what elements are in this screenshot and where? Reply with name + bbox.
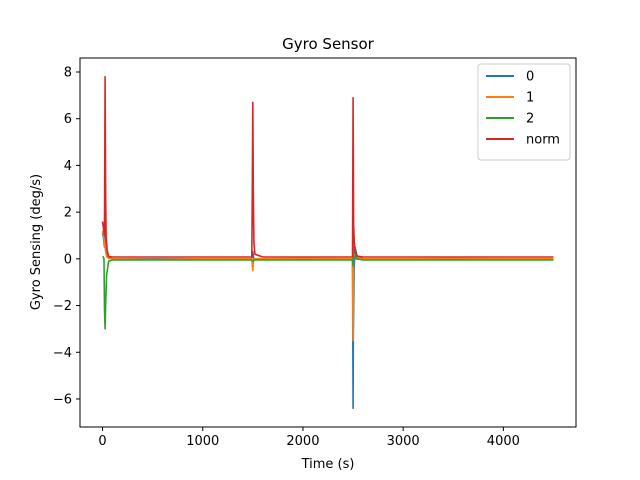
y-tick-label: 0 [64, 252, 72, 267]
legend: 0 1 2 norm [477, 63, 571, 161]
legend-label: 2 [526, 112, 534, 127]
series-line-norm [101, 75, 554, 258]
y-axis-label: Gyro Sensing (deg/s) [29, 174, 44, 310]
legend-label: 0 [526, 70, 534, 85]
x-tick-label: 1000 [186, 434, 219, 449]
y-tick-label: 8 [64, 66, 72, 81]
x-axis-label: Time (s) [301, 457, 355, 472]
plot-frame [79, 57, 577, 428]
chart-title: Gyro Sensor [282, 35, 375, 53]
series-line-2 [102, 227, 554, 330]
y-tick-label: 2 [64, 206, 72, 221]
plot-area [79, 57, 577, 428]
y-tick-label: −2 [53, 299, 72, 314]
y-tick-label: 6 [64, 112, 72, 127]
y-tick-label: −6 [53, 392, 72, 407]
series-line-1 [101, 230, 554, 342]
y-axis: −6 −4 −2 0 2 4 6 8 [53, 66, 80, 407]
x-tick-label: 2000 [286, 434, 319, 449]
x-axis: 0 1000 2000 3000 4000 [98, 427, 520, 449]
x-tick-label: 4000 [487, 434, 520, 449]
x-tick-label: 3000 [387, 434, 420, 449]
legend-label: 1 [526, 91, 534, 106]
x-tick-label: 0 [98, 434, 106, 449]
series-group [101, 75, 554, 410]
y-tick-label: 4 [64, 159, 72, 174]
y-tick-label: −4 [53, 346, 72, 361]
legend-label: norm [526, 133, 560, 148]
legend-box [477, 63, 571, 161]
